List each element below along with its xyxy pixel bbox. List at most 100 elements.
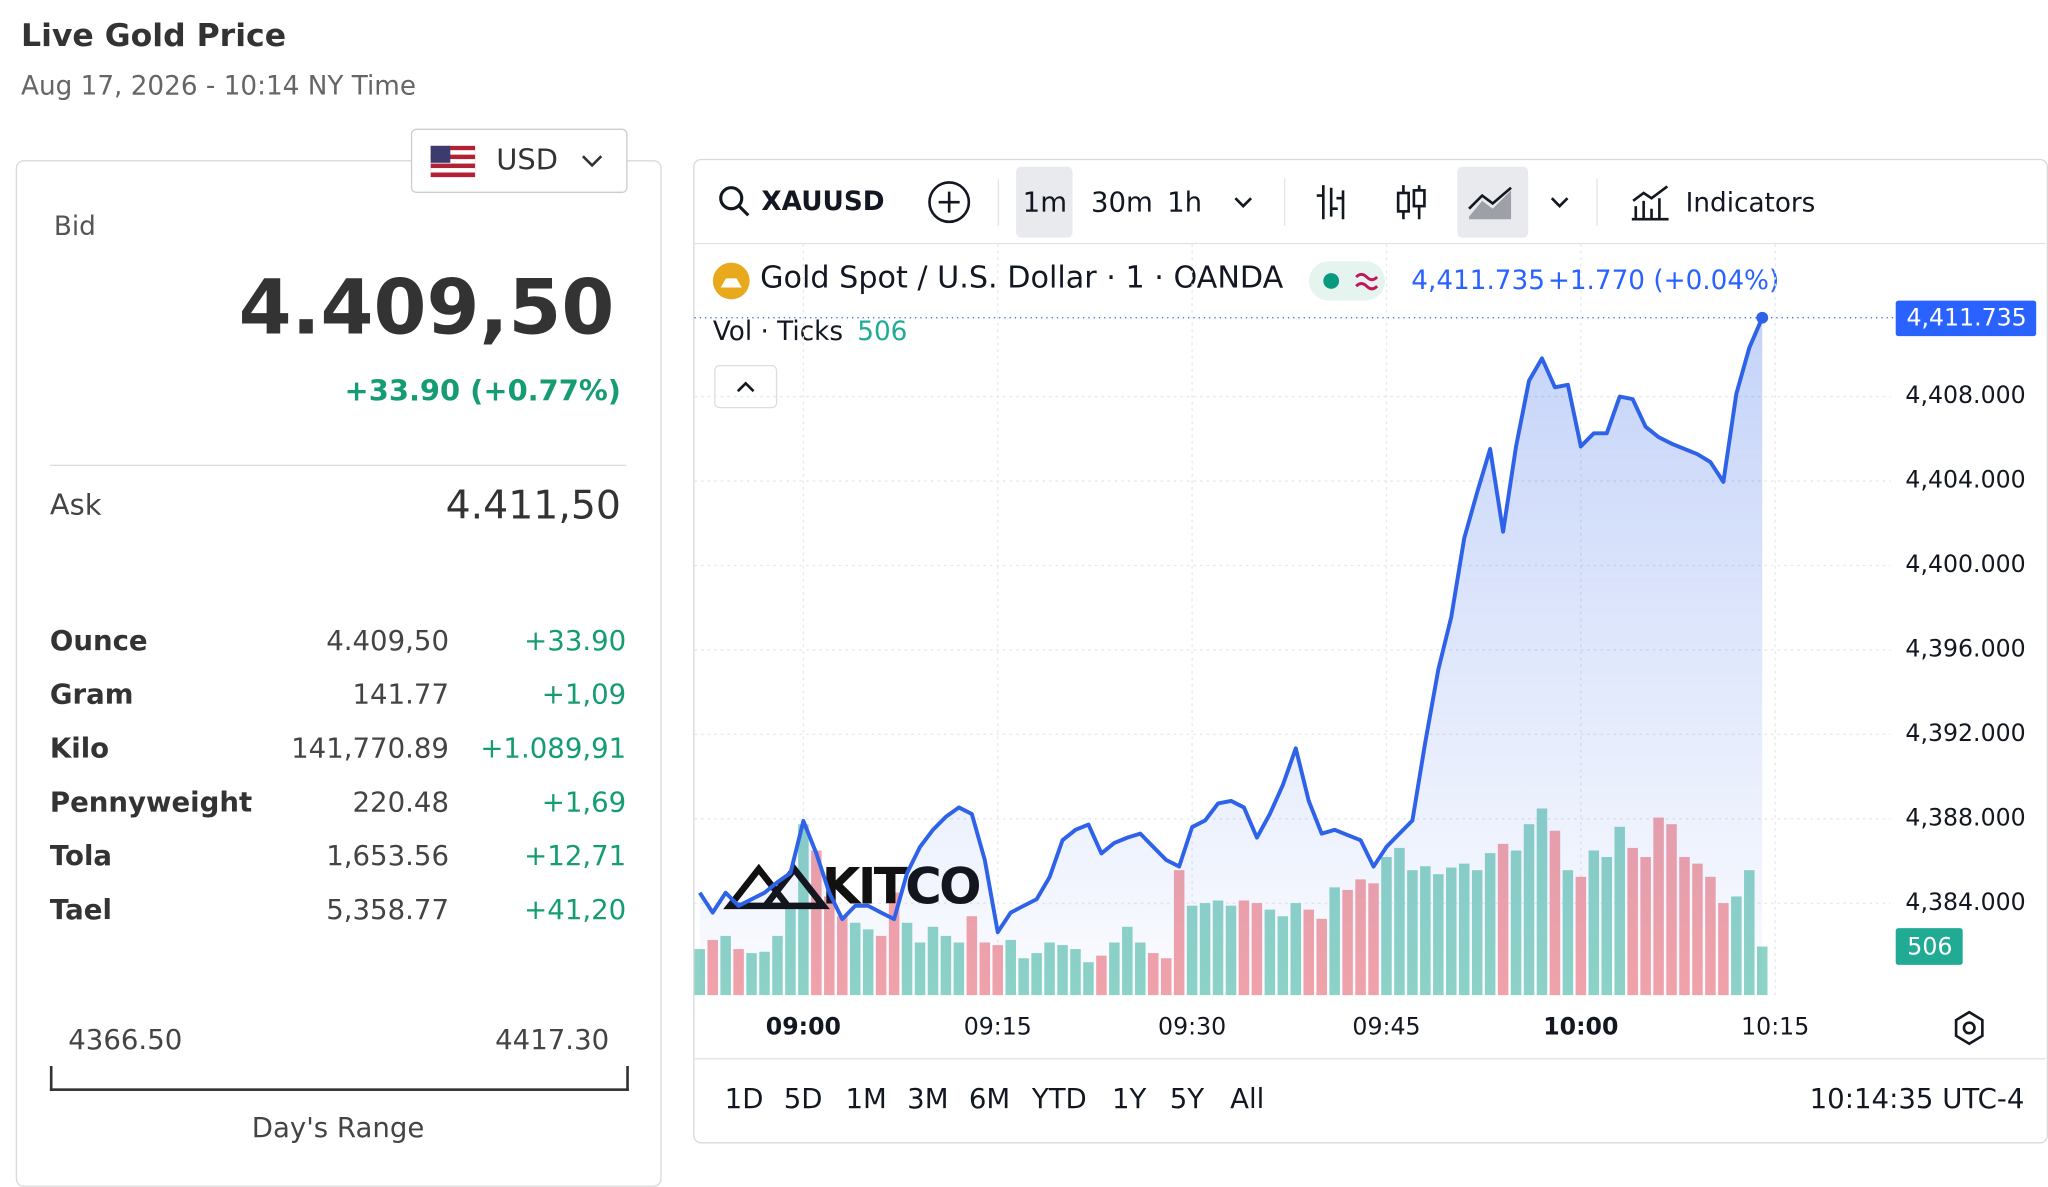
unit-name: Ounce xyxy=(49,624,148,657)
unit-change: +1,69 xyxy=(541,786,627,818)
separator xyxy=(1596,178,1598,226)
chevron xyxy=(1234,196,1253,208)
y-tick-label: 4,404.000 xyxy=(1905,466,2025,494)
footer-divider xyxy=(694,1058,2046,1060)
y-tick-label: 4,384.000 xyxy=(1905,888,2025,916)
period-button[interactable]: YTD xyxy=(1031,1083,1087,1115)
unit-change: +12,71 xyxy=(524,840,627,872)
page-title: Live Gold Price xyxy=(21,17,287,54)
separator xyxy=(997,178,1000,226)
us-flag xyxy=(430,145,476,177)
y-tick-label: 4,392.000 xyxy=(1905,719,2025,747)
bid-label: Bid xyxy=(53,210,96,242)
unit-name: Pennyweight xyxy=(49,786,253,818)
collapse-legend[interactable] xyxy=(714,364,778,409)
unit-price: 1,653.56 xyxy=(326,840,449,872)
legend-change: +1.770 (+0.04%) xyxy=(1547,263,1780,296)
x-tick-label: 10:15 xyxy=(1741,1012,1809,1040)
interval-menu[interactable] xyxy=(1224,179,1263,226)
toolbar-divider xyxy=(694,242,2046,245)
volume-label: 506 xyxy=(1907,932,1952,960)
candles-icon xyxy=(1396,185,1426,220)
currency: USD xyxy=(496,144,558,178)
unit-name: Gram xyxy=(49,678,134,711)
settings-button[interactable] xyxy=(1954,1010,1984,1046)
interval-button[interactable]: 1h xyxy=(1167,186,1203,218)
price-line xyxy=(698,316,1765,935)
gear-center xyxy=(1962,1021,1976,1035)
chevron xyxy=(1550,196,1569,208)
plus-icon xyxy=(928,181,971,224)
bars-icon xyxy=(1316,185,1345,220)
indicators-icon xyxy=(1631,185,1669,221)
y-tick-label: 4,396.000 xyxy=(1905,634,2025,662)
chart-type-menu[interactable] xyxy=(1541,179,1578,226)
compare-button[interactable] xyxy=(926,179,973,226)
bid-value: 4.409,50 xyxy=(238,262,615,352)
unit-change: +33.90 xyxy=(524,624,627,657)
period-button[interactable]: 5D xyxy=(783,1083,823,1115)
page: Live Gold Price Aug 17, 2026 - 10:14 NY … xyxy=(15,17,2048,1187)
unit-price: 5,358.77 xyxy=(326,894,449,926)
period-button[interactable]: 1M xyxy=(845,1083,887,1115)
period-button[interactable]: 5Y xyxy=(1169,1083,1205,1115)
symbol-search[interactable]: XAUUSD xyxy=(709,171,893,231)
period-button[interactable]: 1D xyxy=(724,1083,764,1115)
gold-icon xyxy=(712,262,750,300)
symbol: XAUUSD xyxy=(761,185,885,217)
unit-price: 141.77 xyxy=(352,678,449,711)
range-bar xyxy=(49,1066,629,1091)
interval-button[interactable]: 30m xyxy=(1090,186,1153,218)
period-button[interactable]: 1Y xyxy=(1111,1083,1147,1115)
indicators-label: Indicators xyxy=(1685,186,1816,218)
area-icon xyxy=(1468,186,1512,220)
x-tick-label: 09:45 xyxy=(1352,1012,1420,1040)
unit-name: Kilo xyxy=(49,732,110,765)
currency-select[interactable]: USD xyxy=(410,128,628,193)
unit-price: 141,770.89 xyxy=(291,732,449,765)
indicators-button[interactable]: Indicators xyxy=(1620,172,1823,232)
last-point xyxy=(1756,311,1769,324)
market-status xyxy=(1308,261,1386,301)
instrument: Gold Spot / U.S. Dollar · 1 · OANDA xyxy=(760,261,1284,296)
price-chart: 4,384.000 4,388.000 4,392.000 4,396.000 4,40… xyxy=(694,244,2037,1046)
chevron-up xyxy=(736,381,755,393)
unit-price: 4.409,50 xyxy=(326,624,449,657)
unit-change: +1.089,91 xyxy=(480,732,627,765)
volume-legend: Vol · Ticks xyxy=(712,315,844,347)
clock: 10:14:35 UTC-4 xyxy=(1809,1083,2025,1115)
volume-legend-value: 506 xyxy=(857,315,908,347)
gear-icon xyxy=(1954,1010,1984,1046)
legend-price: 4,411.735 xyxy=(1411,263,1545,296)
y-tick-label: 4,408.000 xyxy=(1905,381,2025,409)
range-high: 4417.30 xyxy=(495,1023,610,1056)
range-low: 4366.50 xyxy=(68,1023,183,1056)
period-button[interactable]: 6M xyxy=(968,1083,1011,1115)
bid-change: +33.90 (+0.77%) xyxy=(344,375,621,409)
unit-change: +1,09 xyxy=(541,678,627,711)
period-button[interactable]: All xyxy=(1230,1083,1265,1115)
divider xyxy=(49,464,627,467)
x-tick-label: 10:00 xyxy=(1543,1012,1618,1040)
interval-button[interactable]: 1m xyxy=(1016,166,1073,238)
range-label: Day's Range xyxy=(251,1111,425,1144)
price-area xyxy=(699,317,1763,996)
x-tick-label: 09:30 xyxy=(1158,1012,1226,1040)
ask-value: 4.411,50 xyxy=(445,483,621,530)
timestamp: Aug 17, 2026 - 10:14 NY Time xyxy=(21,69,417,102)
period-button[interactable]: 3M xyxy=(907,1083,949,1115)
candle-type-button[interactable] xyxy=(1385,172,1438,232)
chevron xyxy=(581,154,603,167)
price-label: 4,411.735 xyxy=(1906,304,2026,332)
unit-name: Tael xyxy=(49,894,112,926)
unit-name: Tola xyxy=(49,840,113,872)
bar-type-button[interactable] xyxy=(1305,172,1358,232)
chart-panel xyxy=(693,158,2048,1144)
price-label-box xyxy=(1895,300,2037,337)
volume-label-box xyxy=(1895,928,1963,965)
x-tick-label: 09:15 xyxy=(964,1012,1032,1040)
unit-price: 220.48 xyxy=(352,786,449,818)
search-icon xyxy=(719,186,750,217)
y-tick-label: 4,388.000 xyxy=(1905,803,2025,831)
area-type-button[interactable] xyxy=(1457,166,1529,238)
